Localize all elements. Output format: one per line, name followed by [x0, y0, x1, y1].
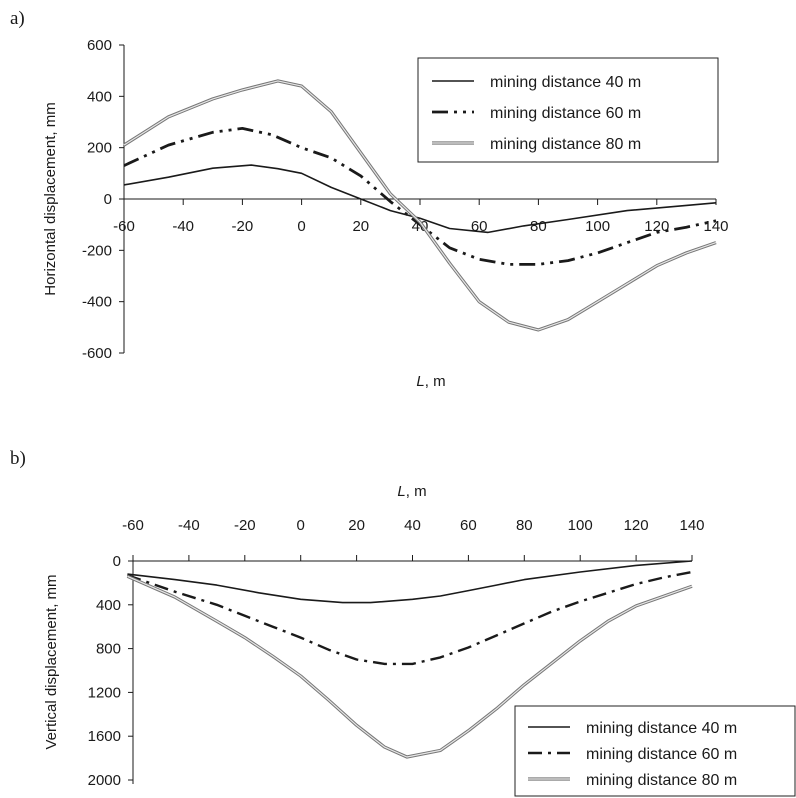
- a-y-tick-label: 600: [87, 37, 112, 54]
- b-x-tick-label: 20: [348, 517, 365, 534]
- a-y-tick-label: -400: [82, 294, 112, 311]
- a-x-tick-label: 20: [352, 218, 369, 235]
- b-legend-item: mining distance 40 m: [528, 720, 737, 737]
- panel-b-series: [126, 560, 693, 759]
- a-legend-item: mining distance 60 m: [432, 105, 641, 122]
- a-series-path: [123, 164, 717, 234]
- panel-a-x-axis-title: L, m: [416, 373, 445, 390]
- a-x-tick-label: 140: [703, 218, 728, 235]
- b-x-tick-label: 100: [568, 517, 593, 534]
- a-y-tick-label: 400: [87, 88, 112, 105]
- panel-b-x-axis-title-symbol: L: [397, 483, 405, 500]
- b-legend-label: mining distance 40 m: [586, 720, 737, 737]
- panel-b-x-axis-title-unit: , m: [406, 483, 427, 500]
- a-legend-item: mining distance 80 m: [432, 136, 641, 153]
- b-series-path: [127, 560, 693, 604]
- b-legend-label: mining distance 60 m: [586, 746, 737, 763]
- b-y-tick-label: 0: [113, 553, 121, 570]
- a-legend-label: mining distance 60 m: [490, 105, 641, 122]
- panel-a-legend: mining distance 40 m mining distance 60 m…: [417, 57, 719, 163]
- a-series-line-3: [123, 79, 717, 332]
- panel-b-legend-box: [514, 705, 796, 797]
- b-y-tick-label: 800: [96, 641, 121, 658]
- a-legend-label: mining distance 80 m: [490, 136, 641, 153]
- b-series-line-3: [126, 574, 693, 759]
- a-x-tick-label: -60: [113, 218, 135, 235]
- b-series-line-1: [127, 560, 693, 604]
- b-y-tick-label: 1200: [88, 684, 121, 701]
- b-x-tick-label: -20: [234, 517, 256, 534]
- b-x-tick-label: -40: [178, 517, 200, 534]
- a-legend-item: mining distance 40 m: [432, 74, 641, 91]
- b-legend-item: mining distance 80 m: [528, 772, 737, 789]
- a-x-tick-label: -40: [172, 218, 194, 235]
- panel-a-x-axis-title-unit: , m: [425, 373, 446, 390]
- b-x-tick-label: -60: [122, 517, 144, 534]
- b-x-tick-label: 40: [404, 517, 421, 534]
- a-y-tick-label: 0: [104, 191, 112, 208]
- b-legend-label: mining distance 80 m: [586, 772, 737, 789]
- panel-b-x-axis-title: L, m: [397, 483, 426, 500]
- a-series-line-2: [123, 126, 717, 266]
- a-series-path: [123, 80, 717, 331]
- panel-a-label: a): [10, 8, 25, 29]
- a-x-tick-label: 120: [644, 218, 669, 235]
- a-x-tick-label: 0: [297, 218, 305, 235]
- a-x-tick-label: -20: [232, 218, 254, 235]
- a-y-tick-label: -600: [82, 345, 112, 362]
- panel-b-axes: [128, 555, 693, 784]
- b-y-tick-label: 1600: [88, 728, 121, 745]
- b-series-line-2: [127, 570, 693, 666]
- panel-b-y-axis-title: Vertical displacement, mm: [43, 574, 60, 749]
- a-legend-label: mining distance 40 m: [490, 74, 641, 91]
- b-series-path: [127, 570, 693, 666]
- panel-a-y-axis-title: Horizontal displacement, mm: [42, 102, 59, 295]
- panel-a-x-axis-title-symbol: L: [416, 373, 424, 390]
- b-y-tick-label: 2000: [88, 772, 121, 789]
- panel-b-tick-labels: 0 400 800 1200 1600 2000 -60 -40 -20 0 20 40 60 80 100…: [88, 517, 705, 789]
- b-x-tick-label: 60: [460, 517, 477, 534]
- a-series-path: [123, 126, 717, 266]
- chart-panel-b: b) L, m 0 400 800 1200 1600 2000 -60 -40 -20 0 20 4…: [10, 448, 796, 797]
- a-y-tick-label: 200: [87, 140, 112, 157]
- b-x-tick-label: 80: [516, 517, 533, 534]
- b-series-path: [127, 575, 693, 758]
- panel-b-label: b): [10, 448, 26, 469]
- b-y-tick-label: 400: [96, 597, 121, 614]
- b-x-tick-label: 0: [297, 517, 305, 534]
- a-series-line-1: [123, 164, 717, 234]
- b-x-tick-label: 120: [624, 517, 649, 534]
- b-legend-item: mining distance 60 m: [528, 746, 737, 763]
- a-x-tick-label: 100: [585, 218, 610, 235]
- a-x-tick-label: 80: [530, 218, 547, 235]
- panel-b-legend: mining distance 40 m mining distance 60 m…: [514, 705, 796, 797]
- a-y-tick-label: -200: [82, 242, 112, 259]
- panel-a-series: [123, 79, 717, 332]
- b-x-tick-label: 140: [679, 517, 704, 534]
- panel-a-legend-box: [417, 57, 719, 163]
- panel-a-axes: [119, 44, 717, 354]
